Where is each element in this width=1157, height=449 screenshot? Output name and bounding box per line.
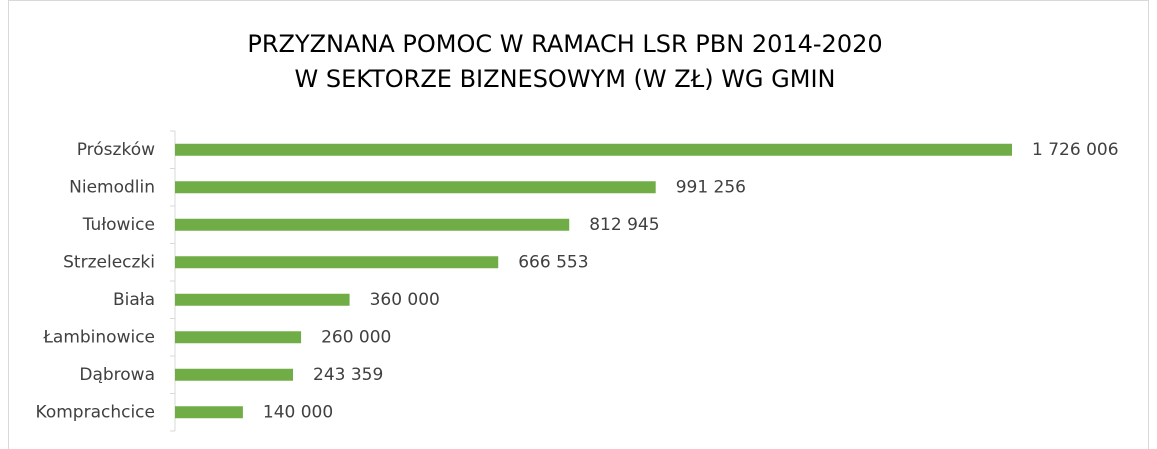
bar	[175, 218, 570, 231]
bar	[175, 331, 302, 344]
bar	[175, 368, 294, 381]
bar	[175, 293, 350, 306]
category-label: Dąbrowa	[79, 365, 155, 385]
bar	[175, 406, 243, 419]
category-label: Komprachcice	[36, 402, 155, 422]
data-label: 991 256	[676, 177, 746, 197]
category-label: Niemodlin	[69, 177, 155, 197]
bar	[175, 256, 499, 269]
chart-title: W SEKTORZE BIZNESOWYM (W ZŁ) WG GMIN	[295, 65, 836, 93]
data-label: 1 726 006	[1032, 140, 1119, 160]
data-label: 140 000	[263, 402, 333, 422]
data-label: 360 000	[370, 290, 440, 310]
category-label: Strzeleczki	[63, 252, 155, 272]
chart-title: PRZYZNANA POMOC W RAMACH LSR PBN 2014-20…	[247, 30, 882, 58]
category-label: Łambinowice	[42, 327, 155, 347]
data-label: 666 553	[518, 252, 588, 272]
category-label: Tułowice	[82, 215, 155, 235]
data-label: 243 359	[313, 365, 383, 385]
bar	[175, 143, 1012, 156]
category-label: Biała	[113, 290, 155, 310]
bar	[175, 181, 656, 194]
category-label: Prószków	[77, 140, 155, 160]
data-label: 260 000	[321, 327, 391, 347]
data-label: 812 945	[589, 215, 659, 235]
